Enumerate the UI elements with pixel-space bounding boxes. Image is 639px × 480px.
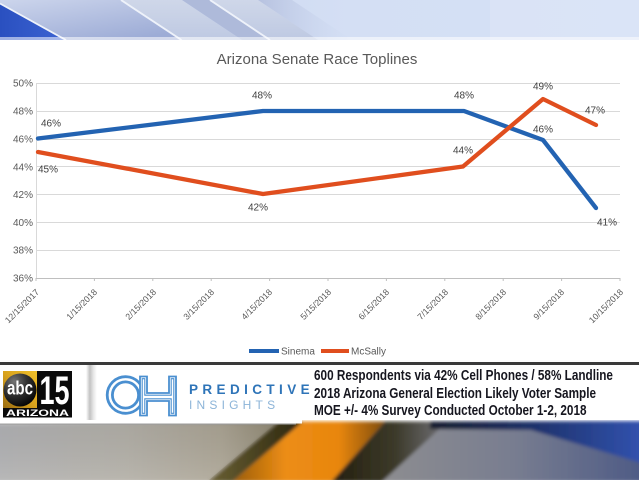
svg-text:46%: 46%: [533, 125, 553, 136]
svg-text:INSIGHTS: INSIGHTS: [189, 398, 279, 412]
svg-text:McSally: McSally: [351, 347, 386, 358]
svg-text:40%: 40%: [13, 218, 33, 229]
svg-text:Sinema: Sinema: [281, 347, 315, 358]
svg-text:38%: 38%: [13, 246, 33, 257]
svg-text:44%: 44%: [13, 163, 33, 174]
svg-text:ARIZONA: ARIZONA: [6, 408, 69, 419]
svg-text:PREDICTIVE: PREDICTIVE: [189, 382, 314, 397]
svg-text:48%: 48%: [252, 91, 272, 102]
svg-text:44%: 44%: [453, 146, 473, 157]
svg-text:36%: 36%: [13, 274, 33, 285]
svg-text:50%: 50%: [13, 79, 33, 90]
svg-text:46%: 46%: [13, 135, 33, 146]
svg-text:46%: 46%: [41, 119, 61, 130]
svg-text:42%: 42%: [248, 203, 268, 214]
svg-text:48%: 48%: [454, 91, 474, 102]
svg-text:abc: abc: [7, 379, 33, 400]
svg-text:Arizona Senate Race Toplines: Arizona Senate Race Toplines: [217, 51, 418, 68]
svg-text:15: 15: [40, 369, 70, 413]
svg-text:48%: 48%: [13, 107, 33, 118]
svg-text:47%: 47%: [585, 106, 605, 117]
svg-text:49%: 49%: [533, 82, 553, 93]
svg-text:42%: 42%: [13, 190, 33, 201]
svg-text:41%: 41%: [597, 218, 617, 229]
svg-text:45%: 45%: [38, 165, 58, 176]
